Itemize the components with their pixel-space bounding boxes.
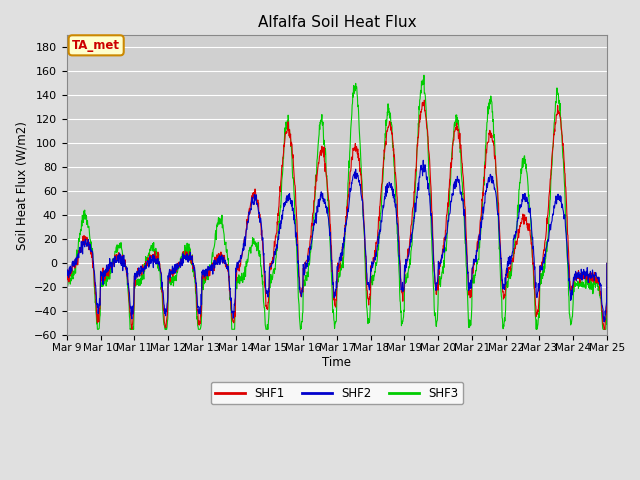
Legend: SHF1, SHF2, SHF3: SHF1, SHF2, SHF3 — [211, 382, 463, 404]
SHF1 — [544, 212, 552, 218]
SHF1 — [603, 261, 611, 266]
SHF3 — [465, 324, 472, 330]
SHF3 — [148, 243, 156, 249]
Line: SHF2: SHF2 — [67, 160, 607, 322]
Line: SHF3: SHF3 — [67, 75, 607, 329]
SHF1 — [313, 178, 321, 184]
SHF3 — [93, 326, 101, 332]
SHF1 — [596, 289, 604, 295]
SHF1 — [420, 97, 428, 103]
Title: Alfalfa Soil Heat Flux: Alfalfa Soil Heat Flux — [257, 15, 416, 30]
SHF2 — [419, 157, 427, 163]
SHF3 — [603, 261, 611, 266]
SHF1 — [63, 276, 70, 282]
SHF1 — [128, 326, 136, 332]
SHF3 — [313, 168, 321, 174]
SHF2 — [596, 280, 604, 286]
SHF2 — [465, 281, 472, 287]
SHF3 — [596, 295, 604, 300]
SHF3 — [420, 72, 428, 78]
Line: SHF1: SHF1 — [67, 100, 607, 329]
Y-axis label: Soil Heat Flux (W/m2): Soil Heat Flux (W/m2) — [15, 121, 28, 250]
SHF2 — [312, 220, 320, 226]
SHF2 — [63, 268, 70, 274]
SHF2 — [323, 204, 330, 209]
SHF1 — [148, 252, 156, 258]
X-axis label: Time: Time — [323, 356, 351, 369]
SHF2 — [603, 261, 611, 266]
Text: TA_met: TA_met — [72, 39, 120, 52]
SHF1 — [465, 292, 472, 298]
SHF3 — [323, 173, 331, 179]
SHF2 — [147, 258, 155, 264]
SHF3 — [63, 287, 70, 292]
SHF2 — [543, 240, 551, 245]
SHF3 — [544, 236, 552, 242]
SHF2 — [600, 319, 608, 325]
SHF1 — [323, 177, 331, 182]
